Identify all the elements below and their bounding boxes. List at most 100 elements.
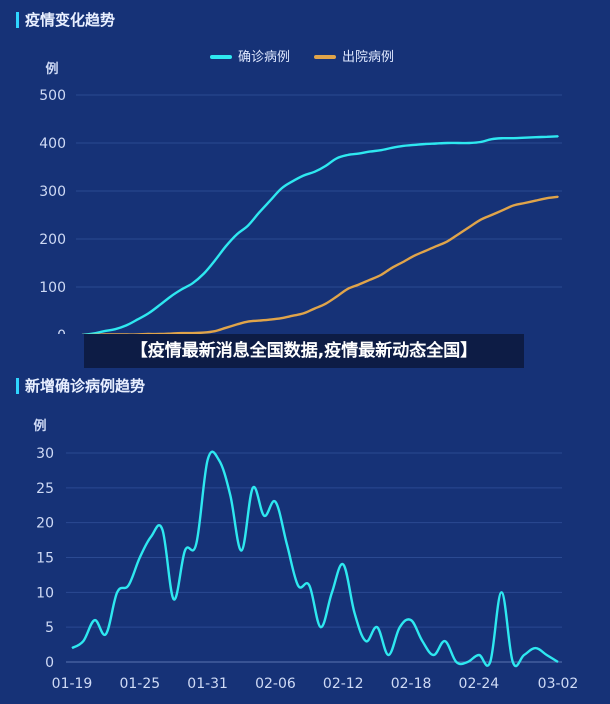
y-tick-label: 400 bbox=[39, 136, 66, 152]
data-point bbox=[335, 157, 338, 160]
data-point bbox=[280, 187, 283, 190]
y-tick-label: 0 bbox=[45, 655, 54, 671]
legend-label: 确诊病例 bbox=[238, 50, 290, 65]
series-line bbox=[81, 135, 559, 334]
data-point bbox=[523, 136, 526, 139]
data-point bbox=[535, 136, 537, 139]
y-tick-label: 200 bbox=[39, 232, 66, 248]
cumulative-chart: 0100200300400500例01-1903-02确诊病例出院病例 bbox=[39, 50, 562, 334]
data-point bbox=[501, 209, 504, 211]
data-point bbox=[424, 250, 426, 252]
data-point bbox=[357, 283, 360, 286]
data-point bbox=[125, 324, 128, 327]
data-point bbox=[523, 202, 526, 204]
y-unit-label: 例 bbox=[33, 418, 46, 434]
x-tick-label: 01-19 bbox=[52, 676, 93, 692]
data-point bbox=[557, 135, 559, 138]
data-point bbox=[258, 211, 260, 214]
data-point bbox=[369, 150, 371, 153]
cumulative-chart-title: 疫情变化趋势 bbox=[16, 12, 115, 28]
x-tick-label: 03-02 bbox=[538, 676, 579, 692]
data-point bbox=[413, 255, 415, 257]
legend-label: 出院病例 bbox=[342, 50, 394, 65]
data-point bbox=[546, 197, 548, 199]
x-tick-label: 02-06 bbox=[255, 676, 296, 692]
legend-item[interactable]: 出院病例 bbox=[314, 50, 394, 65]
x-tick-label: 01-31 bbox=[187, 676, 228, 692]
data-point bbox=[191, 332, 194, 334]
data-point bbox=[158, 304, 161, 307]
data-point bbox=[202, 272, 205, 275]
data-point bbox=[169, 332, 172, 334]
data-point bbox=[380, 149, 382, 151]
data-point bbox=[512, 137, 515, 139]
data-point bbox=[313, 171, 316, 173]
data-point bbox=[391, 267, 393, 269]
y-tick-label: 500 bbox=[39, 88, 66, 104]
legend-item[interactable]: 确诊病例 bbox=[210, 50, 290, 65]
data-point bbox=[380, 274, 382, 276]
x-tick-label: 02-12 bbox=[323, 676, 364, 692]
data-point bbox=[258, 319, 260, 322]
cumulative-panel: 疫情变化趋势 0100200300400500例01-1903-02确诊病例出院… bbox=[0, 0, 610, 334]
data-point bbox=[413, 144, 415, 146]
data-point bbox=[114, 328, 117, 331]
data-point bbox=[435, 142, 438, 145]
y-tick-label: 15 bbox=[36, 551, 54, 567]
data-point bbox=[291, 315, 294, 317]
y-tick-label: 30 bbox=[36, 446, 54, 462]
data-point bbox=[479, 141, 482, 143]
data-point bbox=[468, 226, 471, 228]
y-tick-label: 100 bbox=[39, 280, 66, 296]
data-point bbox=[302, 174, 305, 177]
data-point bbox=[147, 312, 150, 315]
data-point bbox=[324, 165, 327, 167]
y-tick-label: 5 bbox=[45, 620, 54, 636]
data-point bbox=[269, 318, 271, 321]
data-point bbox=[335, 295, 338, 298]
data-point bbox=[313, 307, 316, 310]
data-point bbox=[191, 282, 194, 284]
data-point bbox=[546, 135, 548, 138]
data-point bbox=[269, 199, 271, 202]
data-point bbox=[457, 142, 460, 144]
y-tick-label: 20 bbox=[36, 516, 54, 532]
data-point bbox=[103, 330, 105, 332]
data-point bbox=[557, 195, 559, 198]
data-point bbox=[92, 332, 94, 334]
data-point bbox=[169, 295, 172, 298]
data-point bbox=[136, 318, 139, 321]
data-point bbox=[236, 233, 238, 235]
data-point bbox=[346, 288, 349, 290]
data-point bbox=[435, 245, 438, 247]
data-point bbox=[446, 142, 449, 144]
data-point bbox=[236, 323, 238, 326]
y-unit-label: 例 bbox=[45, 61, 58, 77]
y-tick-label: 25 bbox=[36, 481, 54, 497]
data-point bbox=[147, 333, 150, 334]
y-tick-label: 10 bbox=[36, 585, 54, 601]
data-point bbox=[247, 224, 249, 227]
data-point bbox=[501, 137, 504, 139]
data-point bbox=[225, 245, 227, 247]
data-point bbox=[391, 147, 393, 149]
data-point bbox=[158, 333, 161, 334]
data-point bbox=[369, 279, 371, 281]
data-point bbox=[468, 142, 471, 144]
series-line bbox=[82, 195, 559, 334]
data-point bbox=[180, 288, 183, 291]
data-point bbox=[490, 214, 493, 216]
legend-swatch bbox=[210, 55, 232, 59]
daily-new-chart: 0 5 10 15 20 25 30 例 01-19 01-25 01-31 02-06 02-12 02… bbox=[33, 418, 579, 692]
data-point bbox=[479, 219, 482, 221]
data-point bbox=[512, 204, 515, 207]
data-point bbox=[446, 240, 449, 243]
data-point bbox=[324, 303, 327, 305]
daily-new-panel: 新增确诊病例趋势 0 5 10 15 20 25 30 例 01-19 01-25 01-31 02-… bbox=[0, 368, 610, 704]
y-tick-label: 0 bbox=[57, 328, 66, 334]
data-point bbox=[357, 152, 360, 155]
data-point bbox=[291, 180, 294, 183]
x-tick-label: 02-24 bbox=[459, 676, 500, 692]
data-point bbox=[490, 138, 493, 140]
banner-text: 【疫情最新消息全国数据,疫情最新动态全国】 bbox=[84, 334, 524, 368]
